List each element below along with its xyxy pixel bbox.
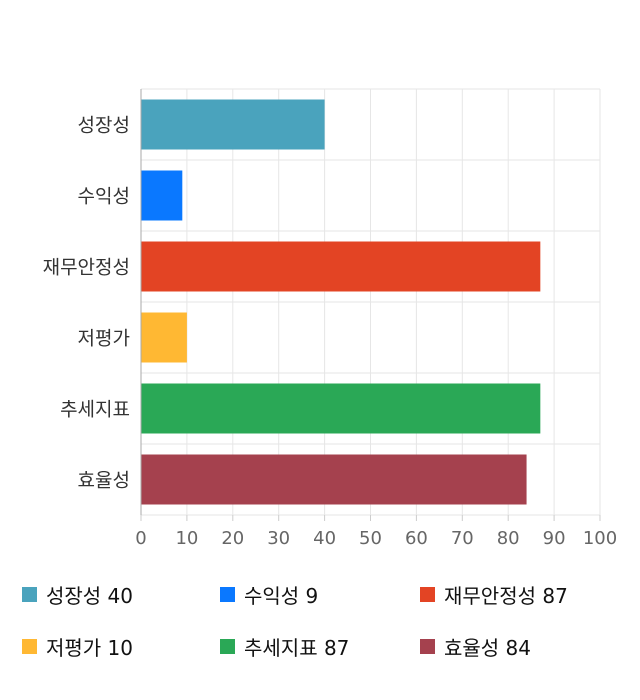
legend-swatch bbox=[22, 639, 37, 654]
category-label: 재무안정성 bbox=[43, 257, 130, 279]
x-tick-label: 30 bbox=[267, 528, 290, 549]
x-axis-ticks: 0 10 20 30 40 50 60 70 80 90 100 bbox=[135, 515, 617, 549]
legend-label: 추세지표 87 bbox=[244, 636, 350, 660]
legend-swatch bbox=[220, 587, 235, 602]
bar bbox=[141, 170, 183, 221]
legend-item-growth: 성장성 40 bbox=[22, 580, 133, 609]
category-label: 저평가 bbox=[78, 328, 130, 350]
bars bbox=[141, 99, 541, 505]
legend-label: 수익성 9 bbox=[244, 584, 319, 608]
bar bbox=[141, 454, 527, 505]
x-tick-label: 20 bbox=[221, 528, 244, 549]
x-tick-label: 40 bbox=[313, 528, 336, 549]
x-tick-label: 100 bbox=[583, 528, 617, 549]
bar bbox=[141, 383, 541, 434]
x-tick-label: 70 bbox=[451, 528, 474, 549]
x-tick-label: 50 bbox=[359, 528, 382, 549]
x-tick-label: 10 bbox=[175, 528, 198, 549]
x-tick-label: 0 bbox=[135, 528, 146, 549]
legend-label: 저평가 10 bbox=[46, 636, 134, 660]
bar bbox=[141, 312, 187, 363]
legend-item-profitability: 수익성 9 bbox=[220, 580, 318, 609]
legend-swatch bbox=[420, 587, 435, 602]
category-label: 성장성 bbox=[78, 115, 130, 137]
legend-item-trend: 추세지표 87 bbox=[220, 632, 349, 661]
x-tick-label: 90 bbox=[543, 528, 566, 549]
legend-swatch bbox=[420, 639, 435, 654]
legend-label: 재무안정성 87 bbox=[444, 584, 568, 608]
bar bbox=[141, 99, 325, 150]
legend-item-efficiency: 효율성 84 bbox=[420, 632, 531, 661]
legend-swatch bbox=[22, 587, 37, 602]
category-label: 추세지표 bbox=[60, 399, 130, 421]
legend-label: 효율성 84 bbox=[444, 636, 532, 660]
x-tick-label: 80 bbox=[497, 528, 520, 549]
bar bbox=[141, 241, 541, 292]
legend-item-undervalued: 저평가 10 bbox=[22, 632, 133, 661]
legend-swatch bbox=[220, 639, 235, 654]
category-label: 수익성 bbox=[78, 186, 130, 208]
x-tick-label: 60 bbox=[405, 528, 428, 549]
category-label: 효율성 bbox=[78, 470, 130, 492]
legend-label: 성장성 40 bbox=[46, 584, 134, 608]
legend-item-stability: 재무안정성 87 bbox=[420, 580, 568, 609]
grid-lines bbox=[140, 88, 601, 516]
